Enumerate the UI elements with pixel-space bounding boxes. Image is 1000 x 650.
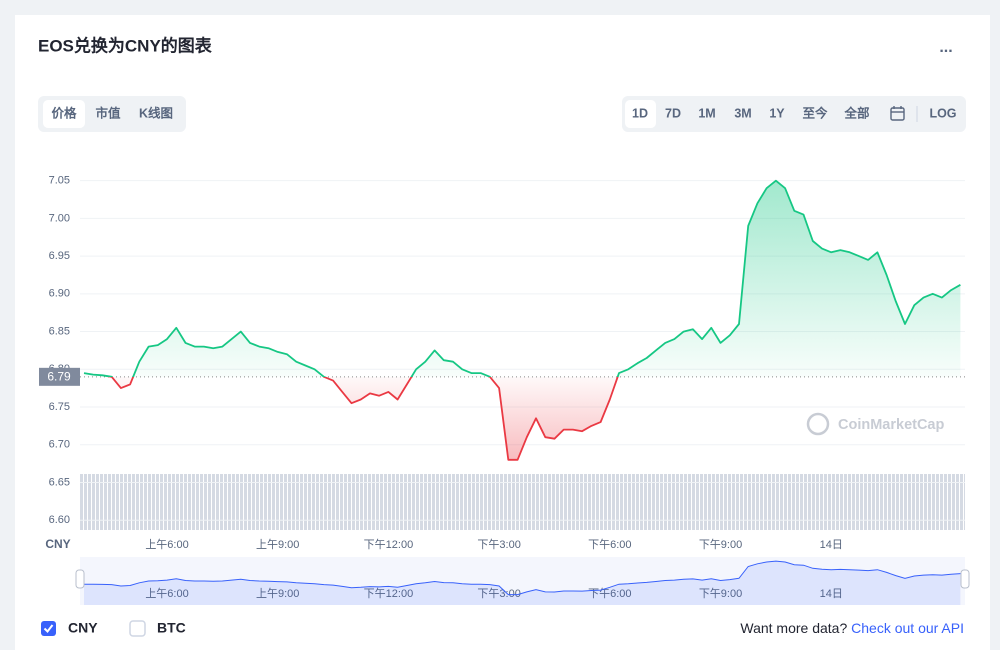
x-tick-label: 下午12:00 — [364, 538, 414, 551]
reference-badge — [39, 367, 80, 386]
x-tick-label: 下午6:00 — [588, 538, 631, 551]
navigator-handle[interactable] — [960, 569, 970, 589]
navigator-handle[interactable] — [75, 569, 85, 589]
reference-label: 6.79 — [47, 370, 71, 384]
api-link[interactable]: Check out our API — [851, 620, 964, 636]
view-tab[interactable]: K线图 — [139, 105, 173, 120]
range-tab[interactable]: 7D — [665, 106, 681, 120]
navigator-label: 上午9:00 — [256, 587, 299, 600]
y-tick-label: 6.95 — [49, 250, 70, 262]
range-tab[interactable]: 至今 — [802, 105, 828, 120]
navigator-label: 下午12:00 — [364, 587, 414, 600]
view-tab[interactable]: 价格 — [51, 105, 77, 120]
navigator-label: 上午6:00 — [145, 587, 188, 600]
x-tick-label: 上午6:00 — [145, 538, 188, 551]
legend-label: BTC — [157, 620, 186, 636]
range-tab[interactable]: 1D — [632, 106, 648, 120]
price-line — [83, 179, 961, 461]
menu[interactable]: ... — [939, 39, 952, 56]
y-tick-label: 6.90 — [49, 288, 70, 300]
legend-label: CNY — [68, 620, 98, 636]
y-tick-label: 6.70 — [49, 439, 70, 451]
y-tick-label: 6.85 — [49, 325, 70, 337]
range-tab[interactable]: 3M — [734, 106, 751, 120]
selected-tab — [43, 100, 85, 128]
calendar-icon[interactable] — [890, 106, 905, 121]
watermark-text: CoinMarketCap — [838, 417, 944, 433]
x-tick-label: 上午9:00 — [256, 538, 299, 551]
title: EOS兑换为CNY的图表 — [38, 35, 213, 55]
range-tab[interactable]: 全部 — [843, 105, 870, 120]
y-axis-label: CNY — [45, 537, 70, 551]
x-tick-label: 下午3:00 — [477, 538, 520, 551]
navigator-label: 下午3:00 — [477, 587, 520, 600]
navigator-label: 14日 — [820, 588, 843, 600]
log-toggle[interactable]: LOG — [929, 106, 956, 120]
navigator-line — [83, 560, 961, 596]
y-tick-label: 7.05 — [49, 175, 70, 187]
range-tabs — [622, 96, 966, 132]
checkbox[interactable] — [41, 621, 56, 636]
footer: Want more data? Check out our API — [740, 620, 964, 636]
x-tick-label: 下午9:00 — [699, 538, 742, 551]
selected-range — [625, 100, 656, 128]
view-tab[interactable]: 市值 — [95, 105, 121, 120]
price-area — [84, 180, 961, 460]
navigator-area — [84, 561, 961, 605]
range-tab[interactable]: 1M — [698, 106, 715, 120]
checkbox[interactable] — [129, 620, 146, 637]
y-tick-label: 6.75 — [49, 401, 70, 413]
range-tab[interactable]: 1Y — [769, 106, 785, 120]
y-tick-label: 6.60 — [49, 514, 70, 526]
footer-text: Want more data? — [740, 620, 851, 636]
checkmark — [43, 624, 54, 634]
y-tick-label: 6.65 — [49, 476, 70, 488]
navigator-label: 下午9:00 — [699, 587, 742, 600]
y-tick-label: 7.00 — [49, 212, 70, 224]
x-tick-label: 14日 — [820, 539, 843, 551]
watermark: CoinMarketCap — [806, 412, 944, 436]
